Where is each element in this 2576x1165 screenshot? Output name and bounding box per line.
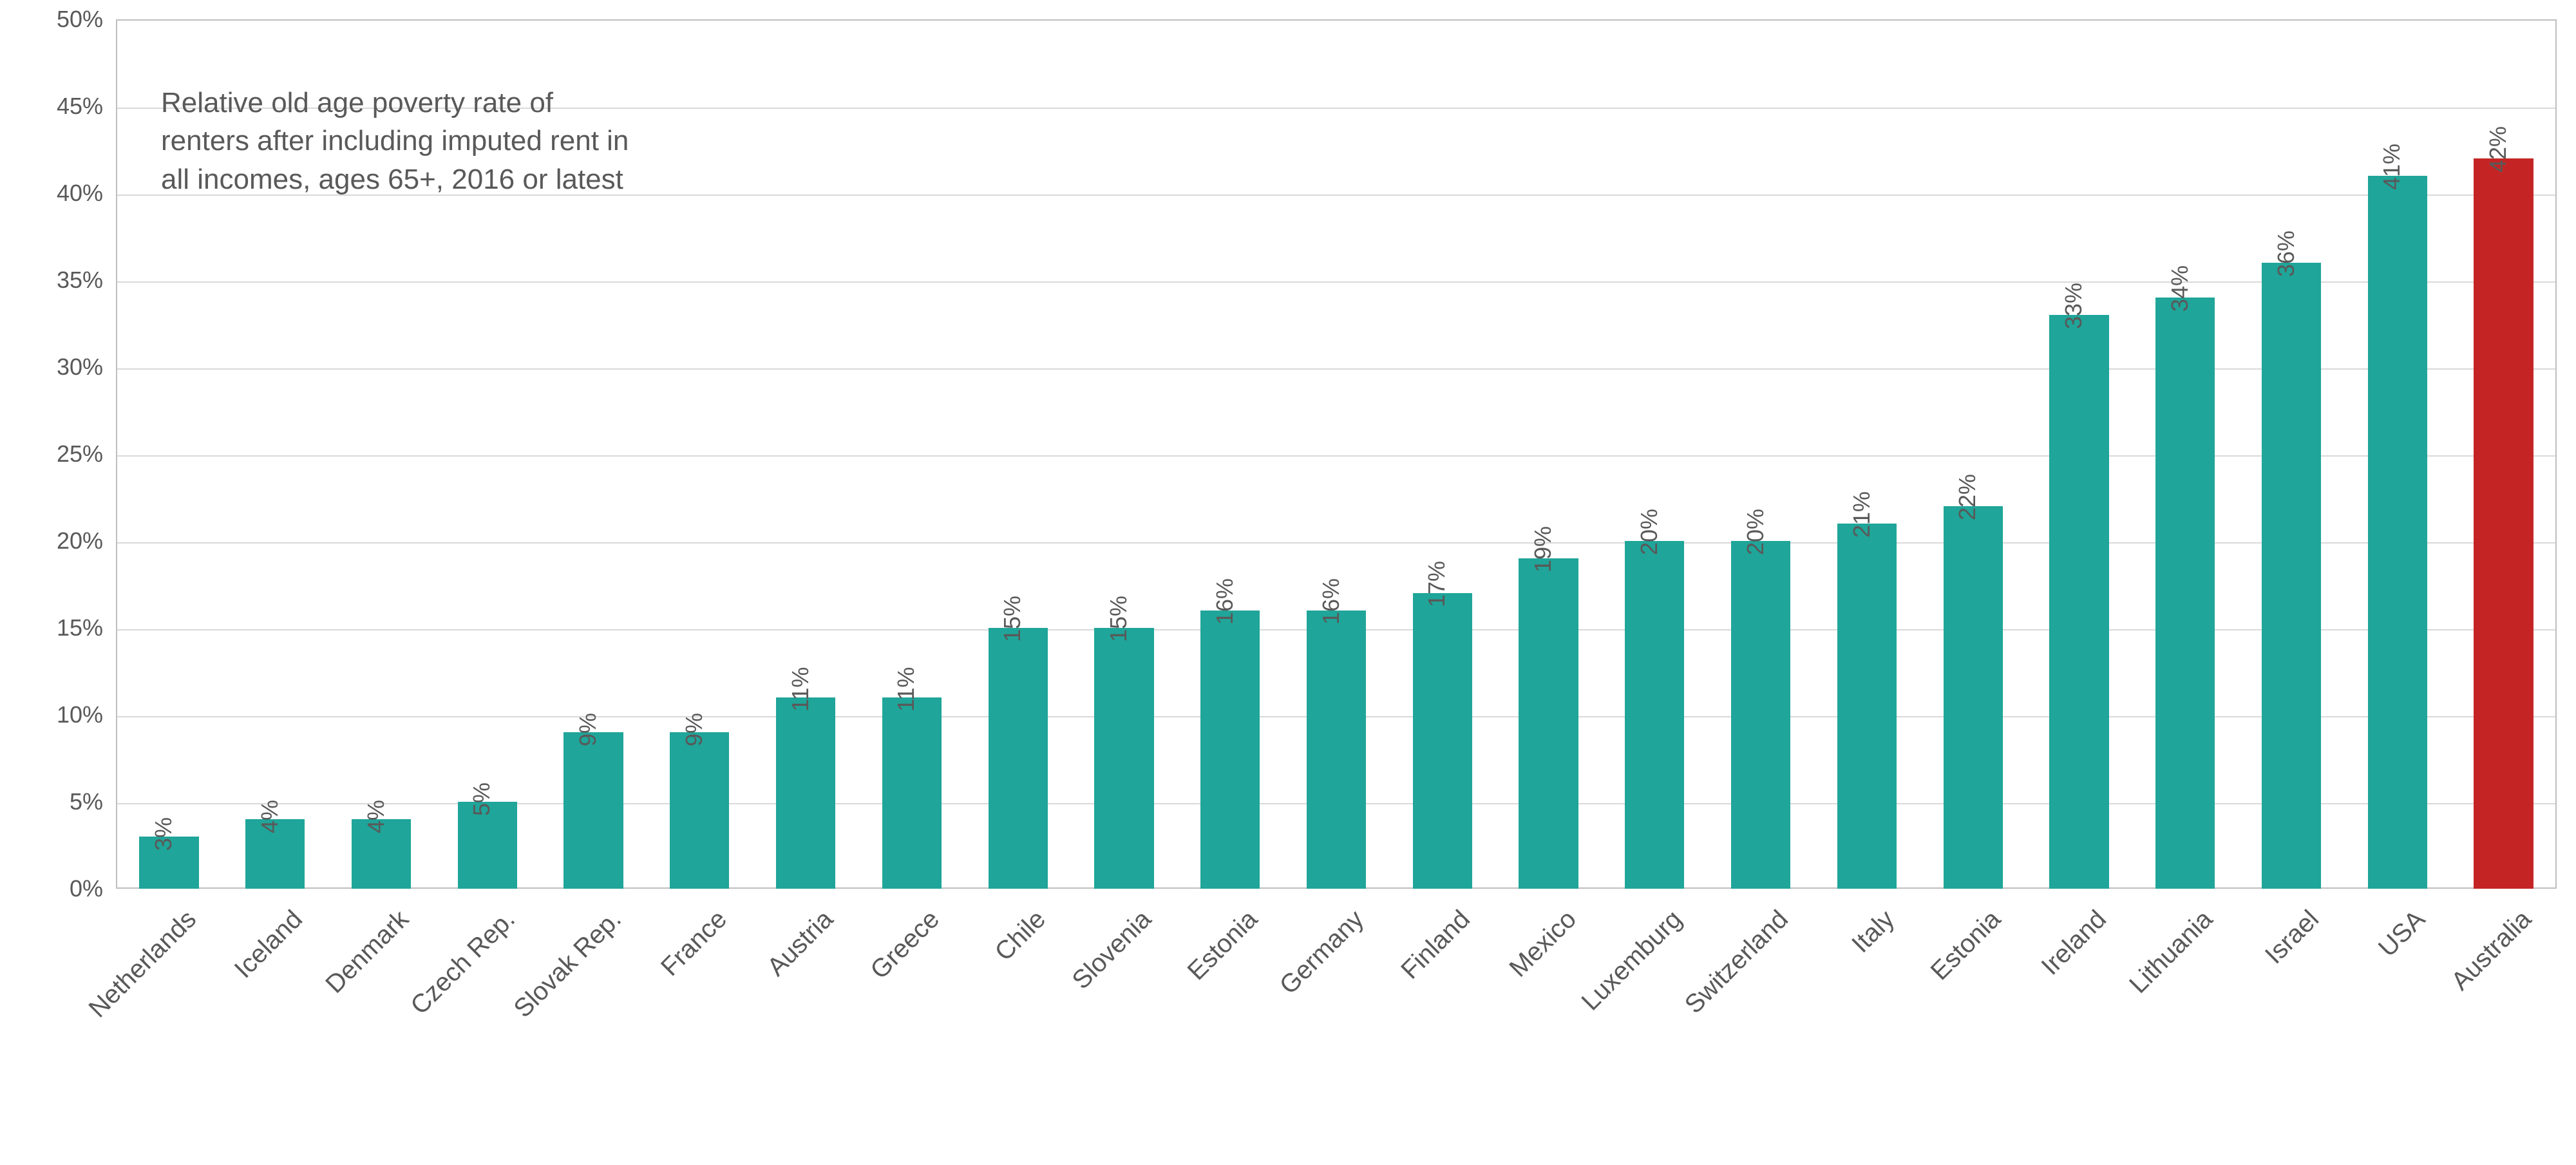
bar-value-label: 4% <box>256 800 283 833</box>
bar-slovak-rep- <box>564 732 623 889</box>
bar-value-label: 21% <box>1848 491 1875 538</box>
bar-value-label: 3% <box>150 817 177 851</box>
bar-usa <box>2368 176 2427 889</box>
bar-italy <box>1837 524 1897 889</box>
bar-value-label: 42% <box>2485 126 2512 173</box>
bar-value-label: 4% <box>363 800 390 833</box>
bar-value-label: 33% <box>2060 283 2087 329</box>
y-axis-tick-label: 10% <box>0 701 103 728</box>
chart-annotation-line: all incomes, ages 65+, 2016 or latest <box>161 160 629 198</box>
bar-slovenia <box>1094 628 1153 889</box>
bar-value-label: 19% <box>1530 526 1557 573</box>
bar-australia <box>2474 158 2533 889</box>
bar-value-label: 11% <box>893 667 920 712</box>
y-axis-tick-label: 30% <box>0 354 103 381</box>
chart-annotation-line: renters after including imputed rent in <box>161 122 629 160</box>
y-axis-tick-label: 20% <box>0 527 103 554</box>
bar-value-label: 15% <box>1105 596 1132 642</box>
bar-germany <box>1307 611 1366 889</box>
bar-chile <box>989 628 1048 889</box>
bar-mexico <box>1519 558 1578 889</box>
bar-greece <box>882 697 942 889</box>
chart-annotation: Relative old age poverty rate ofrenters … <box>161 84 629 198</box>
bar-value-label: 15% <box>999 596 1026 642</box>
bar-value-label: 17% <box>1423 561 1450 607</box>
bar-value-label: 41% <box>2378 144 2405 190</box>
chart-annotation-line: Relative old age poverty rate of <box>161 84 629 122</box>
bar-austria <box>776 697 835 889</box>
y-axis-tick-label: 5% <box>0 788 103 815</box>
bar-lithuania <box>2155 298 2215 889</box>
y-axis-tick-label: 50% <box>0 6 103 33</box>
bar-finland <box>1413 593 1472 889</box>
bar-value-label: 9% <box>681 713 708 746</box>
bar-luxemburg <box>1625 541 1684 889</box>
bar-value-label: 22% <box>1954 474 1981 520</box>
y-axis-tick-label: 0% <box>0 875 103 902</box>
bar-value-label: 16% <box>1318 578 1345 625</box>
bar-france <box>670 732 729 889</box>
poverty-rate-bar-chart: Relative old age poverty rate ofrenters … <box>0 0 2576 1165</box>
y-axis-tick-label: 35% <box>0 267 103 294</box>
y-axis-tick-label: 45% <box>0 93 103 120</box>
bar-value-label: 20% <box>1636 509 1663 555</box>
bar-value-label: 11% <box>787 667 814 712</box>
bar-israel <box>2262 263 2321 889</box>
bar-value-label: 16% <box>1211 578 1238 625</box>
bar-estonia <box>1944 506 2003 889</box>
bar-value-label: 5% <box>468 782 495 816</box>
bar-value-label: 34% <box>2166 265 2193 312</box>
bar-estonia <box>1200 611 1260 889</box>
y-axis-tick-label: 25% <box>0 440 103 468</box>
bar-value-label: 36% <box>2273 231 2300 277</box>
bar-switzerland <box>1731 541 1790 889</box>
y-axis-tick-label: 15% <box>0 614 103 641</box>
y-axis-tick-label: 40% <box>0 180 103 207</box>
bar-value-label: 9% <box>574 713 601 746</box>
bar-ireland <box>2049 315 2108 889</box>
bar-value-label: 20% <box>1742 509 1769 555</box>
